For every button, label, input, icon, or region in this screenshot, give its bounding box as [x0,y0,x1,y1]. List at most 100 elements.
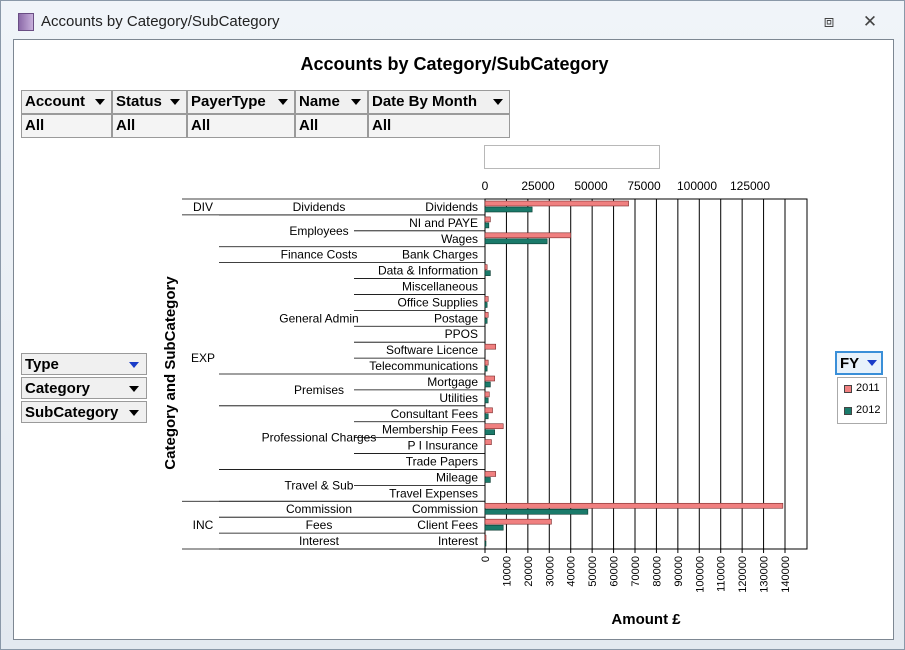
close-icon[interactable]: ✕ [862,12,878,31]
filter-value-account[interactable]: All [21,114,112,138]
filter-account[interactable]: Account [21,90,112,114]
series-field-fy[interactable]: FY [835,351,883,375]
subcategory-label: Data & Information [378,264,478,278]
subcategory-label: Interest [438,534,479,548]
x-axis-title: Amount £ [611,611,681,628]
restore-icon[interactable]: ⧈ [823,12,835,31]
row-field-category[interactable]: Category [21,377,147,399]
chart-placeholder-box [484,145,660,169]
x-tick-label: 40000 [566,556,578,587]
subcategory-label: Office Supplies [398,295,479,309]
subcategory-label: Utilities [439,391,478,405]
bar-2011 [484,312,489,318]
subcategory-label: Dividends [425,200,478,214]
bar-2012 [484,413,489,420]
dropdown-arrow-icon[interactable] [493,99,503,105]
subcategory-label: NI and PAYE [409,216,478,230]
row-field-label: Type [25,356,59,373]
x-tick-label: 50000 [587,556,599,587]
filter-value-date-by-month[interactable]: All [368,114,510,138]
x-tick-label: 30000 [544,556,556,587]
x-tick-label: 0 [480,556,492,562]
subcategory-label: Software Licence [386,343,478,357]
type-label: DIV [193,200,213,214]
bar-2011 [484,439,492,445]
x-tick-label: 120000 [737,556,749,593]
series-field-label: FY [840,355,860,372]
filter-value-status[interactable]: All [112,114,187,138]
plot-frame [484,198,808,550]
dropdown-arrow-icon[interactable] [278,99,288,105]
subcategory-label: Membership Fees [382,423,478,437]
filter-payertype[interactable]: PayerType [187,90,295,114]
filter-label: Name [299,93,340,110]
filter-value-name[interactable]: All [295,114,368,138]
dropdown-arrow-icon[interactable] [867,360,877,366]
app-icon [18,13,34,31]
legend-label: 2012 [856,404,881,416]
filter-label: Account [25,93,85,110]
dropdown-arrow-icon[interactable] [129,386,139,392]
window-title: Accounts by Category/SubCategory [41,13,280,30]
bar-2012 [484,222,490,229]
bar-2012 [484,429,495,436]
row-field-label: SubCategory [25,404,119,421]
bar-2011 [484,391,490,398]
top-tick-label: 75000 [627,179,661,193]
subcategory-label: Miscellaneous [402,280,478,294]
bar-2012 [484,365,488,372]
subcategory-label: Wages [441,232,478,246]
bar-2011 [484,216,491,223]
dropdown-arrow-icon[interactable] [129,362,139,368]
filter-value-payertype[interactable]: All [187,114,295,138]
subcategory-label: Trade Papers [406,455,478,469]
category-label: Finance Costs [281,248,358,262]
filter-label: PayerType [191,93,266,110]
bar-2012 [484,302,488,308]
category-label: Employees [289,224,348,238]
filter-value: All [25,117,45,134]
bar-2012 [484,540,487,547]
bar-2011 [484,296,489,302]
bar-2012 [484,524,504,531]
filter-date-by-month[interactable]: Date By Month [368,90,510,114]
top-tick-label: 100000 [677,179,717,193]
dropdown-arrow-icon[interactable] [95,99,105,105]
dropdown-arrow-icon[interactable] [170,99,180,105]
x-tick-label: 130000 [759,556,771,593]
filter-status[interactable]: Status [112,90,187,114]
top-tick-label: 25000 [521,179,555,193]
chart-title: Accounts by Category/SubCategory [300,54,609,74]
category-label: General Admin [279,311,358,325]
bar-2011 [484,423,504,430]
row-field-type[interactable]: Type [21,353,147,375]
subcategory-label: Consultant Fees [391,407,478,421]
x-tick-label: 20000 [523,556,535,587]
x-tick-label: 110000 [716,556,728,592]
x-tick-label: 90000 [673,556,685,587]
row-field-subcategory[interactable]: SubCategory [21,401,147,423]
bar-2012 [484,397,489,404]
bar-2011 [484,264,488,270]
bar-chart: 0 10000 20000 30000 40000 50000 60000 70000 8000… [162,179,808,628]
category-label: Interest [299,534,340,548]
category-label: Fees [306,518,333,532]
filter-label: Status [116,93,162,110]
category-label: Premises [294,383,344,397]
subcategory-label: Client Fees [417,518,478,532]
dropdown-arrow-icon[interactable] [351,99,361,105]
x-tick-label: 100000 [694,556,706,593]
dropdown-arrow-icon[interactable] [129,410,139,416]
filter-name[interactable]: Name [295,90,368,114]
subcategory-label: Commission [412,502,478,516]
x-tick-label: 10000 [501,556,513,587]
filter-value: All [372,117,392,134]
top-tick-label: 50000 [574,179,608,193]
x-tick-label: 70000 [630,556,642,587]
legend-swatch [844,407,852,415]
subcategory-label: Mortgage [427,375,478,389]
bar-2011 [484,518,552,525]
subcategory-label: Bank Charges [402,248,478,262]
bar-2011 [484,502,784,509]
